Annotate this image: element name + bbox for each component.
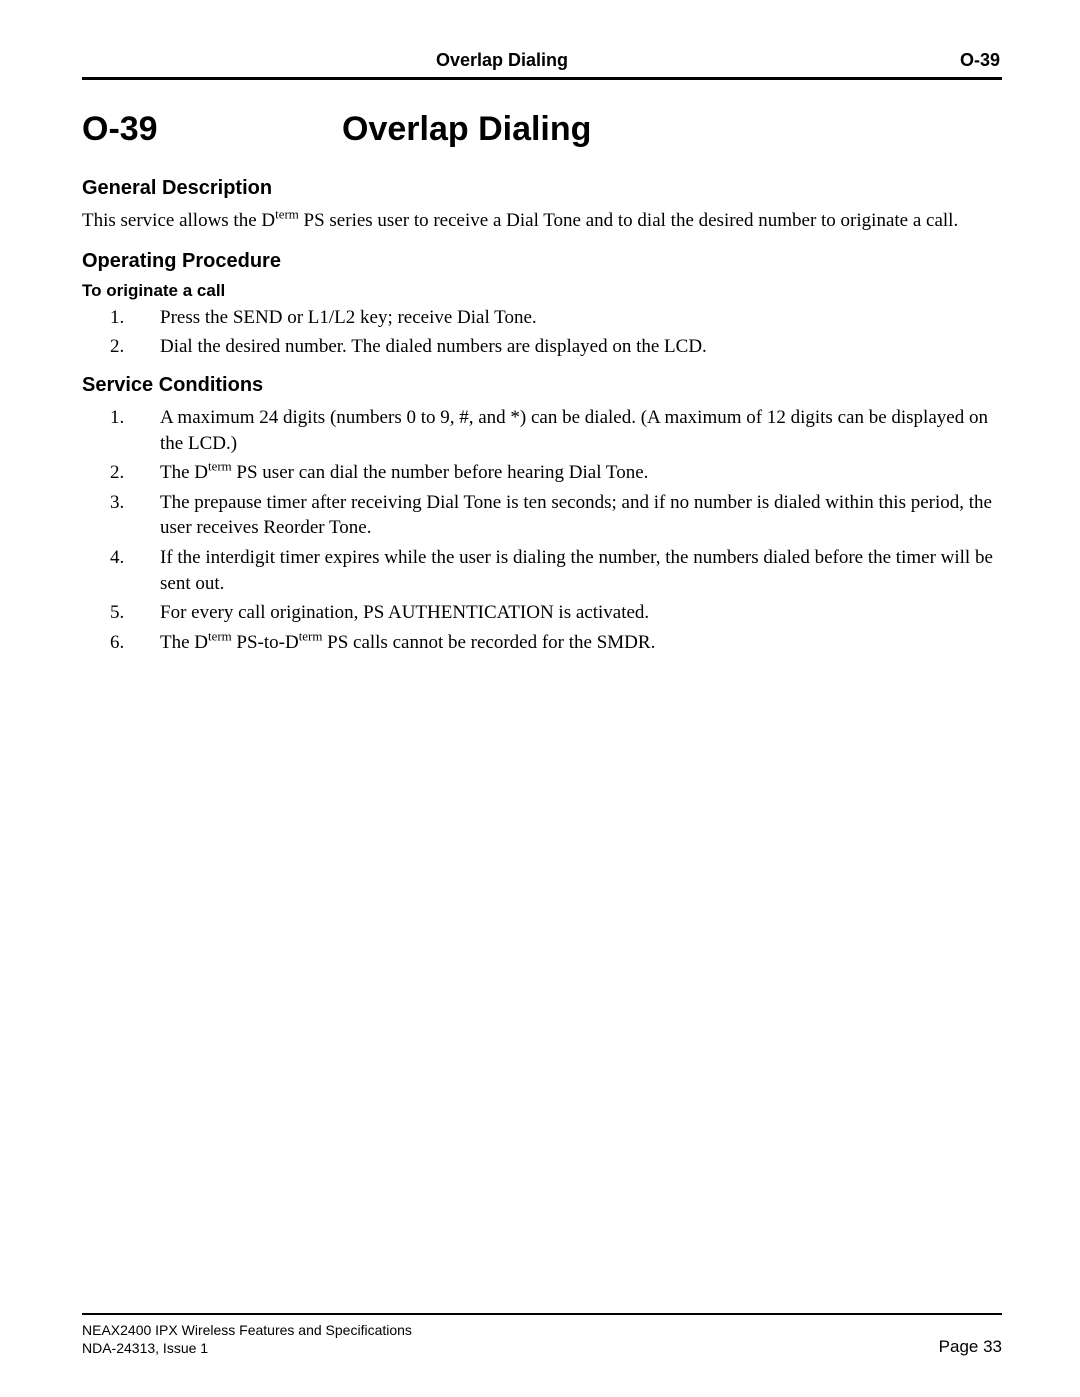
condition-item: The Dterm PS-to-Dterm PS calls cannot be… — [82, 630, 1002, 656]
section-operating-heading: Operating Procedure — [82, 250, 1002, 273]
condition-item: A maximum 24 digits (numbers 0 to 9, #, … — [82, 405, 1002, 456]
operating-step: Dial the desired number. The dialed numb… — [82, 334, 1002, 360]
gd-post: PS series user to receive a Dial Tone an… — [299, 210, 958, 231]
footer-rule — [82, 1313, 1002, 1315]
c6-sup1: term — [208, 629, 232, 644]
service-conditions-list: A maximum 24 digits (numbers 0 to 9, #, … — [82, 405, 1002, 656]
footer-left: NEAX2400 IPX Wireless Features and Speci… — [82, 1321, 412, 1357]
header-center: Overlap Dialing — [84, 50, 920, 71]
title-row: O-39 Overlap Dialing — [82, 110, 1002, 149]
page: Overlap Dialing O-39 O-39 Overlap Dialin… — [0, 0, 1080, 1397]
c6-a: The D — [160, 632, 208, 653]
gd-pre: This service allows the D — [82, 210, 275, 231]
c6-sup2: term — [299, 629, 323, 644]
title-code: O-39 — [82, 110, 342, 149]
c2-pre: The D — [160, 462, 208, 483]
general-description-text: This service allows the Dterm PS series … — [82, 208, 1002, 234]
operating-subheading: To originate a call — [82, 281, 1002, 301]
footer-line2: NDA-24313, Issue 1 — [82, 1339, 412, 1357]
condition-item: If the interdigit timer expires while th… — [82, 545, 1002, 596]
section-general-heading: General Description — [82, 177, 1002, 200]
c2-sup: term — [208, 459, 232, 474]
footer-line1: NEAX2400 IPX Wireless Features and Speci… — [82, 1321, 412, 1339]
operating-steps: Press the SEND or L1/L2 key; receive Dia… — [82, 305, 1002, 360]
condition-item: For every call origination, PS AUTHENTIC… — [82, 600, 1002, 626]
header-rule — [82, 77, 1002, 80]
section-conditions-heading: Service Conditions — [82, 374, 1002, 397]
footer-lines: NEAX2400 IPX Wireless Features and Speci… — [82, 1321, 1002, 1357]
condition-item: The prepause timer after receiving Dial … — [82, 490, 1002, 541]
c6-c: PS calls cannot be recorded for the SMDR… — [322, 632, 655, 653]
gd-sup: term — [275, 207, 299, 222]
page-footer: NEAX2400 IPX Wireless Features and Speci… — [82, 1305, 1002, 1357]
footer-page-number: Page 33 — [939, 1337, 1002, 1357]
title-main: Overlap Dialing — [342, 110, 591, 149]
running-header: Overlap Dialing O-39 — [82, 50, 1002, 77]
c2-post: PS user can dial the number before heari… — [232, 462, 649, 483]
condition-item: The Dterm PS user can dial the number be… — [82, 460, 1002, 486]
content-area: Overlap Dialing O-39 O-39 Overlap Dialin… — [82, 50, 1002, 1305]
operating-step: Press the SEND or L1/L2 key; receive Dia… — [82, 305, 1002, 331]
c6-b: PS-to-D — [232, 632, 299, 653]
header-right: O-39 — [920, 50, 1000, 71]
